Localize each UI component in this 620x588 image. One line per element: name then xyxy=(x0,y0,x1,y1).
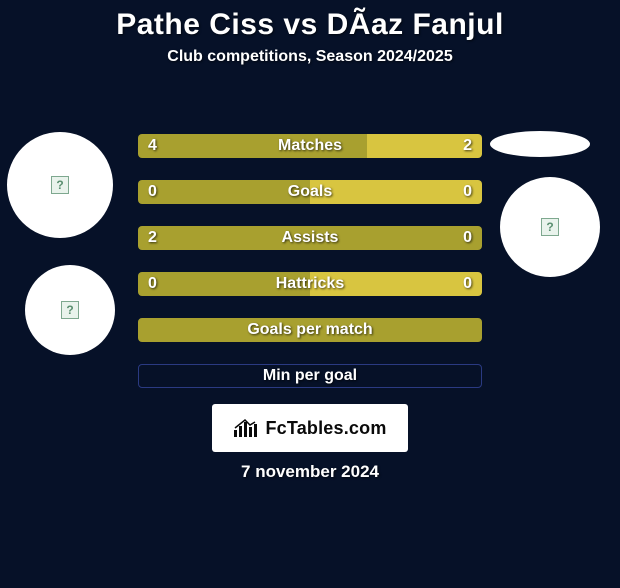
subtitle: Club competitions, Season 2024/2025 xyxy=(0,48,620,66)
stat-row: 00Hattricks xyxy=(138,272,482,296)
stat-label: Goals xyxy=(138,180,482,204)
stat-label: Matches xyxy=(138,134,482,158)
stat-row-empty: Goals per match xyxy=(138,318,482,342)
stat-label: Assists xyxy=(138,226,482,250)
logo-text: FcTables.com xyxy=(265,418,386,439)
page-title: Pathe Ciss vs DÃ­az Fanjul xyxy=(0,8,620,42)
fctables-logo-icon xyxy=(233,418,259,438)
player-photo-right: ? xyxy=(500,177,600,277)
image-placeholder-icon: ? xyxy=(51,176,69,194)
date-line: 7 november 2024 xyxy=(0,462,620,482)
comparison-bars: 42Matches 00Goals 20Assists 00Hattricks Goal… xyxy=(138,134,482,410)
stat-row-empty: Min per goal xyxy=(138,364,482,388)
decorative-ellipse xyxy=(490,131,590,157)
stat-row: 00Goals xyxy=(138,180,482,204)
player-photo-left-1: ? xyxy=(7,132,113,238)
stat-row: 20Assists xyxy=(138,226,482,250)
stat-row: 42Matches xyxy=(138,134,482,158)
image-placeholder-icon: ? xyxy=(541,218,559,236)
stat-label: Min per goal xyxy=(139,365,481,387)
player-photo-left-2: ? xyxy=(25,265,115,355)
logo-box: FcTables.com xyxy=(212,404,408,452)
stat-label: Hattricks xyxy=(138,272,482,296)
image-placeholder-icon: ? xyxy=(61,301,79,319)
stat-label: Goals per match xyxy=(139,319,481,341)
